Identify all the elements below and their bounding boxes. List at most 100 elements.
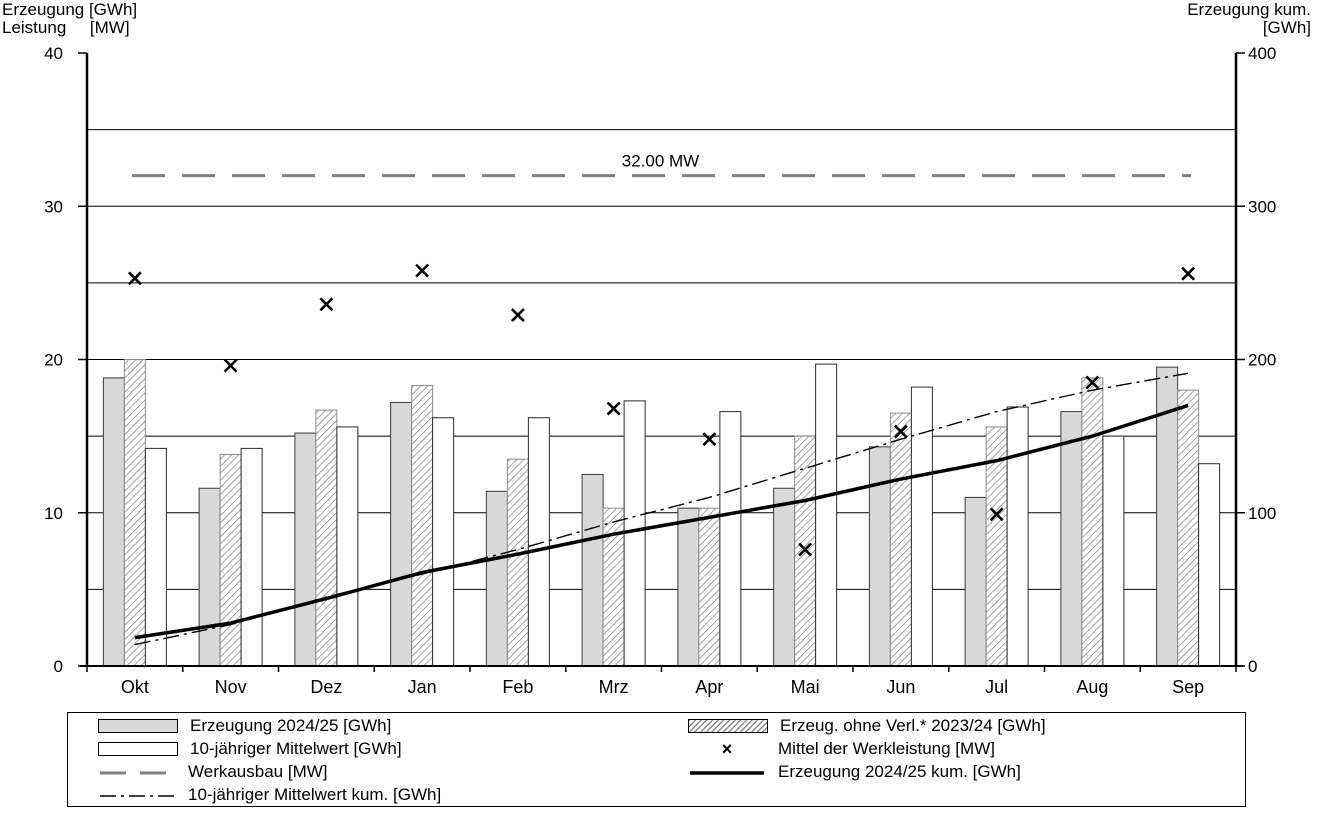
left-tick-label: 40 xyxy=(44,44,63,63)
bar-ohne-verl xyxy=(1177,389,1200,667)
marker-stroke xyxy=(798,542,813,557)
marker-stroke xyxy=(510,308,525,322)
left-tick-label: 0 xyxy=(54,657,63,676)
legend-swatch-mittelwert-kum xyxy=(98,788,176,802)
werkleistung-marker xyxy=(510,308,525,322)
bar-ohne-verl xyxy=(219,454,242,667)
bar-mittelwert xyxy=(910,386,933,667)
gridlines xyxy=(87,129,1236,590)
legend-swatch-kumuliert xyxy=(688,765,766,779)
legend-item-mittelwert: 10-jähriger Mittelwert [GWh] xyxy=(98,739,402,759)
x-tick-label: Feb xyxy=(502,677,533,697)
bar-ohne-verl xyxy=(698,507,721,667)
lines: 32.00 MW xyxy=(132,152,1191,646)
right-tick-label: 400 xyxy=(1248,44,1276,63)
erzeugung-kum-line xyxy=(134,403,1189,640)
right-axis-title-line1: Erzeugung kum. xyxy=(1187,0,1311,19)
bar-erzeugung xyxy=(868,446,891,667)
werkleistung-marker xyxy=(319,297,334,312)
bars xyxy=(102,359,1221,667)
werkleistung-marker xyxy=(1085,375,1100,390)
werkausbau-label: 32.00 MW xyxy=(622,152,699,171)
legend-swatch-erzeugung xyxy=(98,719,178,733)
werkleistung-marker xyxy=(989,507,1004,522)
x-tick-label: Sep xyxy=(1172,677,1204,697)
marker-stroke xyxy=(702,432,717,447)
x-tick-label: Mrz xyxy=(599,677,629,697)
bar-mittelwert xyxy=(1006,406,1029,667)
werkleistung-marker xyxy=(223,358,238,373)
legend-item-ohne-verl: Erzeug. ohne Verl.* 2023/24 [GWh] xyxy=(688,716,1046,736)
right-tick-label: 200 xyxy=(1248,351,1276,370)
bar-erzeugung xyxy=(198,487,221,667)
legend-swatch-ohne-verl xyxy=(688,719,768,733)
markers xyxy=(127,263,1196,557)
bar-erzeugung xyxy=(1060,411,1083,667)
x-tick-label: Okt xyxy=(121,677,149,697)
bar-mittelwert xyxy=(719,411,742,667)
x-tick-label: Apr xyxy=(695,677,723,697)
werkleistung-marker xyxy=(127,271,142,286)
bar-mittelwert xyxy=(815,363,838,667)
bar-mittelwert xyxy=(1198,463,1221,667)
marker-stroke xyxy=(1181,266,1196,281)
x-tick-label: Mai xyxy=(791,677,820,697)
bar-ohne-verl xyxy=(315,409,338,667)
werkleistung-marker xyxy=(702,432,717,447)
bar-mittelwert xyxy=(527,417,550,667)
bar-ohne-verl xyxy=(123,359,146,667)
marker-stroke xyxy=(319,297,334,312)
mittelwert-kum-line xyxy=(134,372,1189,646)
marker-stroke xyxy=(127,271,142,286)
right-axis-title-line2: [GWh] xyxy=(1262,18,1311,37)
werkleistung-marker xyxy=(893,424,908,439)
bar-ohne-verl xyxy=(1081,377,1104,667)
legend-swatch-werkausbau xyxy=(98,765,176,779)
marker-stroke xyxy=(223,358,238,373)
x-tick-label: Jul xyxy=(985,677,1008,697)
werkleistung-marker xyxy=(1181,266,1196,281)
werkleistung-marker xyxy=(415,263,430,278)
marker-stroke xyxy=(893,424,908,439)
legend-label-mittelwert: 10-jähriger Mittelwert [GWh] xyxy=(190,739,402,758)
bar-erzeugung xyxy=(294,432,317,667)
marker-stroke xyxy=(989,507,1004,522)
left-tick-label: 10 xyxy=(44,504,63,523)
left-tick-label: 20 xyxy=(44,351,63,370)
marker-stroke xyxy=(415,263,430,278)
bar-erzeugung xyxy=(581,473,604,667)
x-tick-label: Jun xyxy=(886,677,915,697)
legend-swatch-mittelwert xyxy=(98,742,178,756)
right-tick-label: 0 xyxy=(1248,657,1257,676)
bar-mittelwert xyxy=(336,426,359,667)
marker-stroke xyxy=(606,401,621,416)
legend-item-werkleistung: × Mittel der Werkleistung [MW] xyxy=(688,739,995,759)
legend-label-werkausbau: Werkausbau [MW] xyxy=(188,762,328,781)
left-axis-title-line2: Leistung [MW] xyxy=(2,18,130,37)
legend-label-ohne-verl: Erzeug. ohne Verl.* 2023/24 [GWh] xyxy=(780,716,1046,735)
legend: Erzeugung 2024/25 [GWh] Erzeug. ohne Ver… xyxy=(67,712,1246,807)
left-axis-title-line1: Erzeugung [GWh] xyxy=(2,0,138,19)
bar-mittelwert xyxy=(240,447,263,667)
bar-erzeugung xyxy=(485,490,508,667)
werkleistung-marker xyxy=(798,542,813,557)
x-tick-label: Jan xyxy=(408,677,437,697)
bar-erzeugung xyxy=(773,487,796,667)
bar-mittelwert xyxy=(1102,435,1125,667)
left-tick-label: 30 xyxy=(44,197,63,216)
bar-erzeugung xyxy=(102,377,125,667)
legend-label-erzeugung: Erzeugung 2024/25 [GWh] xyxy=(190,716,392,735)
bar-mittelwert xyxy=(432,417,455,667)
legend-item-erzeugung: Erzeugung 2024/25 [GWh] xyxy=(98,716,391,736)
legend-label-kumuliert: Erzeugung 2024/25 kum. [GWh] xyxy=(778,762,1021,781)
legend-item-mittelwert-kum: 10-jähriger Mittelwert kum. [GWh] xyxy=(98,785,441,805)
legend-swatch-x-marker: × xyxy=(721,739,733,759)
right-tick-label: 100 xyxy=(1248,504,1276,523)
bar-erzeugung xyxy=(677,507,700,667)
legend-label-werkleistung: Mittel der Werkleistung [MW] xyxy=(778,739,995,758)
bar-erzeugung xyxy=(964,496,987,667)
bar-ohne-verl xyxy=(506,458,529,667)
marker-stroke xyxy=(1085,375,1100,390)
